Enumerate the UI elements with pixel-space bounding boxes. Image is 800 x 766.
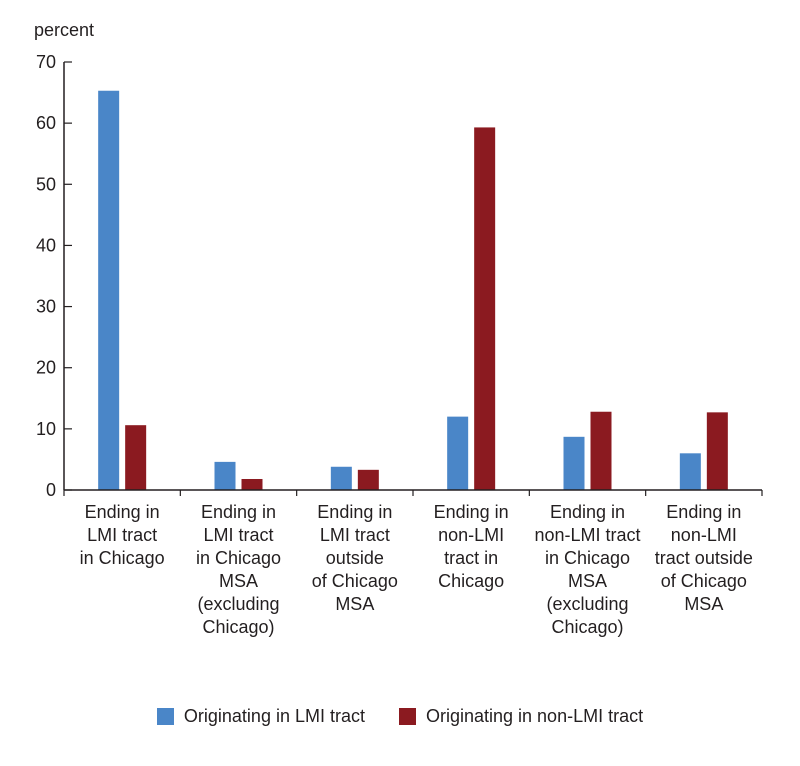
legend-label-non-lmi: Originating in non-LMI tract: [425, 706, 644, 726]
x-category-label: Ending in LMI tract in Chicago: [80, 502, 165, 568]
x-category-label: Ending in LMI tract outside of Chicago MSA: [312, 502, 398, 614]
y-axis-label: percent: [34, 20, 94, 40]
bar-series1-cat5: [706, 412, 728, 490]
bar-series1-cat4: [590, 411, 612, 490]
bar-series0-cat2: [330, 466, 352, 490]
bar-series1-cat2: [357, 469, 379, 490]
bar-chart: percent 0 10 20 30 40 50 60 70 Ending in LMI tra…: [34, 20, 763, 637]
legend-label-lmi: Originating in LMI tract: [183, 706, 365, 726]
y-tick-label: 40: [36, 235, 56, 255]
legend-item-non-lmi: Originating in non-LMI tract: [398, 706, 644, 727]
x-category-label: Ending in non-LMI tract outside of Chicago M…: [655, 502, 753, 614]
y-tick-label: 70: [36, 52, 56, 72]
bar-series0-cat1: [214, 461, 236, 490]
y-tick-label: 0: [46, 480, 56, 500]
x-category-label: Ending in non-LMI tract in Chicago MSA (excl…: [534, 502, 640, 637]
bar-series1-cat0: [125, 425, 147, 490]
x-labels-group: Ending in LMI tract in Chicago Ending in LMI…: [80, 502, 753, 637]
x-category-label: Ending in LMI tract in Chicago MSA (excludin…: [196, 502, 281, 637]
bar-series0-cat0: [98, 90, 120, 490]
bar-series0-cat3: [447, 416, 469, 490]
bars-group: [98, 90, 728, 491]
y-ticks-group: 0 10 20 30 40 50 60 70: [36, 52, 72, 500]
bar-series0-cat4: [563, 436, 585, 490]
y-tick-label: 30: [36, 297, 56, 317]
bar-series1-cat3: [474, 127, 496, 491]
x-category-label: Ending in non-LMI tract in Chicago: [434, 502, 509, 591]
legend: Originating in LMI tract Originating in …: [0, 706, 800, 727]
y-tick-label: 60: [36, 113, 56, 133]
y-tick-label: 10: [36, 419, 56, 439]
y-tick-label: 20: [36, 358, 56, 378]
legend-swatch-non-lmi: [398, 708, 416, 725]
bar-series0-cat5: [679, 453, 701, 490]
bar-series1-cat1: [241, 478, 263, 490]
axes-group: [63, 62, 763, 496]
legend-item-lmi: Originating in LMI tract: [156, 706, 365, 727]
legend-swatch-lmi: [156, 708, 174, 725]
y-tick-label: 50: [36, 174, 56, 194]
